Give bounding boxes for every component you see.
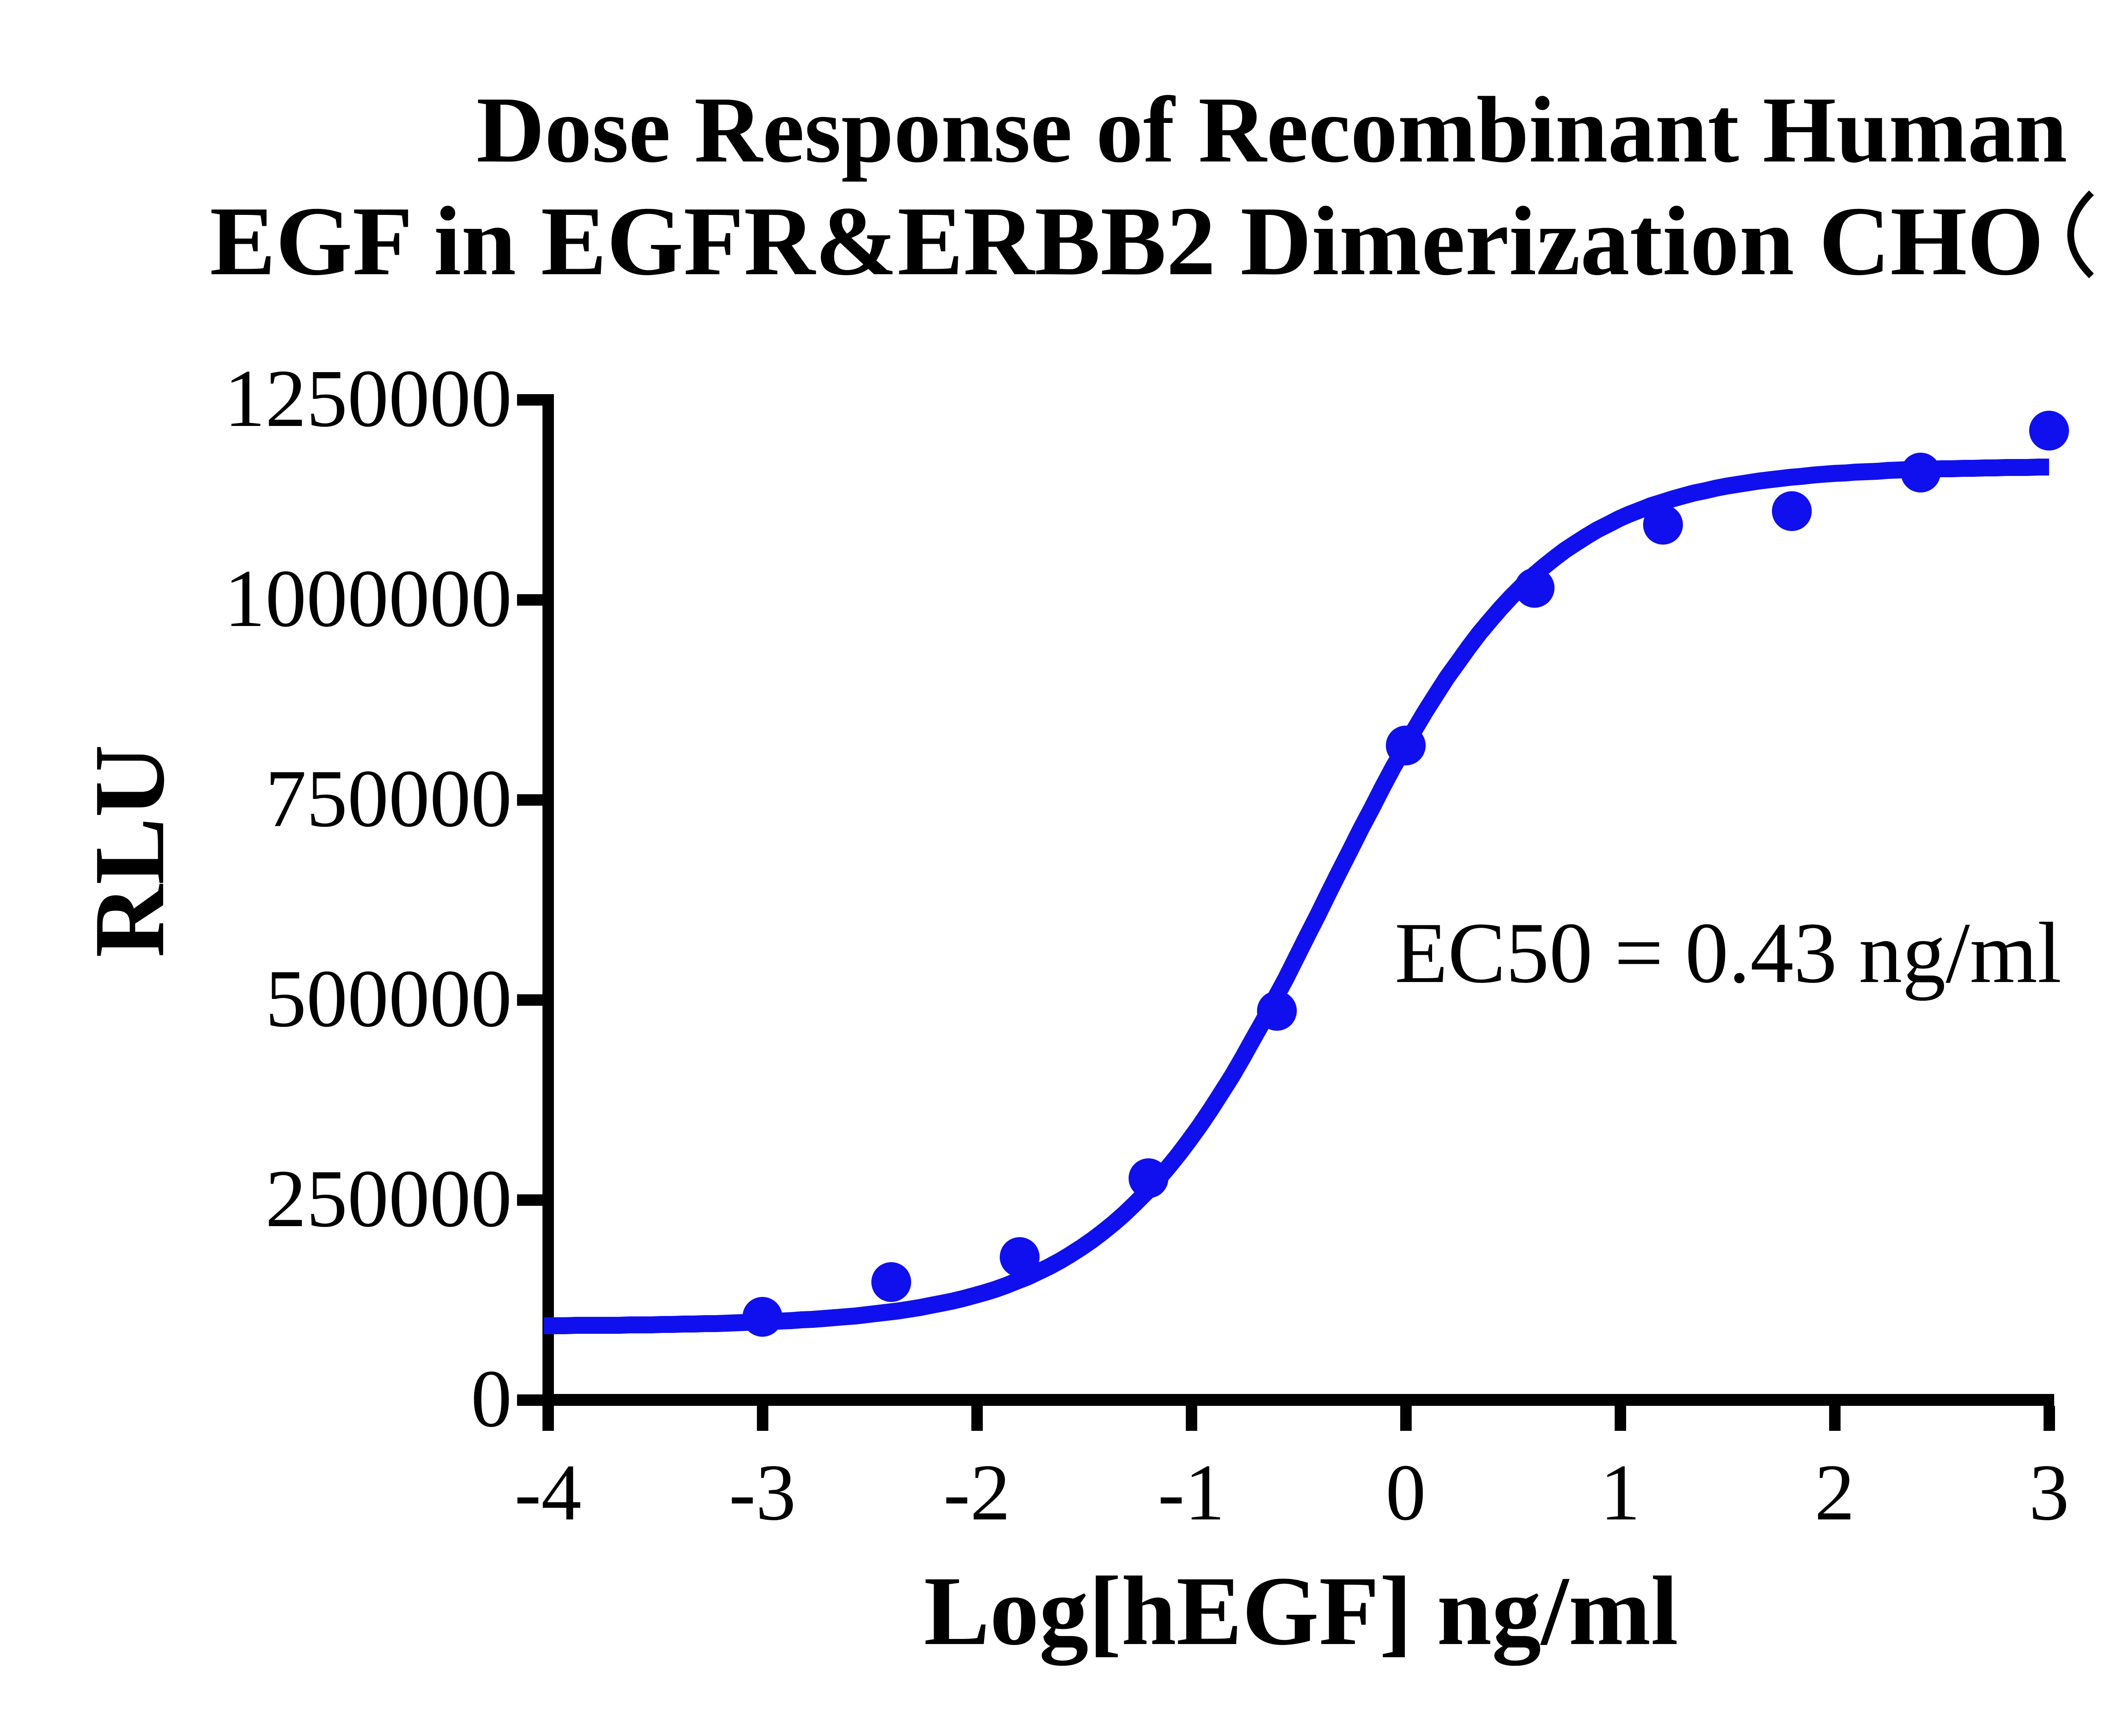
svg-text:500000: 500000	[265, 953, 512, 1044]
svg-text:Log[hEGF] ng/ml: Log[hEGF] ng/ml	[924, 1556, 1678, 1666]
svg-text:Dose Response of Recombinant H: Dose Response of Recombinant Human	[476, 78, 2067, 182]
svg-text:0: 0	[471, 1353, 512, 1444]
svg-text:EGF in EGFR&ERBB2 Dimerization: EGF in EGFR&ERBB2 Dimerization CHO	[210, 186, 2044, 296]
svg-text:0: 0	[1386, 1448, 1426, 1537]
svg-text:-4: -4	[514, 1448, 581, 1537]
svg-text:1250000: 1250000	[224, 353, 512, 444]
svg-text:-3: -3	[729, 1448, 796, 1537]
svg-text:750000: 750000	[265, 753, 512, 844]
svg-text:3: 3	[2029, 1448, 2069, 1537]
svg-text:EC50 = 0.43 ng/ml: EC50 = 0.43 ng/ml	[1395, 905, 2061, 1001]
svg-text:-1: -1	[1158, 1448, 1225, 1537]
svg-text:2: 2	[1815, 1448, 1855, 1537]
svg-text:1: 1	[1600, 1448, 1641, 1537]
svg-text:250000: 250000	[265, 1153, 512, 1244]
svg-text:RLU: RLU	[74, 745, 185, 958]
svg-text:1000000: 1000000	[224, 553, 512, 644]
svg-text:-2: -2	[943, 1448, 1010, 1537]
